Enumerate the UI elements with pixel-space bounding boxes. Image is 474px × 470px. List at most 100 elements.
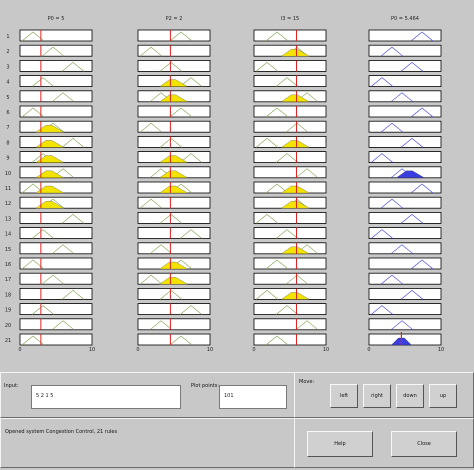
move-left-button[interactable]: left: [330, 384, 358, 408]
mf-line: [390, 320, 414, 331]
mf-line: [295, 168, 319, 179]
membership-box: [137, 135, 211, 148]
mf-line: [265, 107, 289, 118]
plot-points-label: Plot points:: [191, 383, 220, 389]
rule-viewer-plot: P0 = 51234567891011121314151617181920210…: [5, 16, 444, 353]
rule-number: 5: [6, 95, 9, 101]
membership-box: [137, 303, 211, 316]
mf-line: [390, 244, 414, 255]
mf-line: [61, 62, 85, 72]
plot-points-field[interactable]: 101: [219, 385, 287, 409]
column-header: I3 = 15: [281, 16, 299, 22]
mf-line: [380, 198, 404, 209]
fired-rule-fill: [35, 185, 65, 194]
membership-box: [19, 105, 93, 118]
mf-line: [179, 229, 203, 239]
membership-box: [368, 227, 442, 240]
membership-box: [19, 242, 93, 255]
input-label: Input:: [4, 383, 19, 389]
close-button[interactable]: Close: [391, 431, 457, 457]
rule-number: 20: [5, 323, 11, 329]
mf-line: [285, 274, 309, 285]
membership-box: [368, 303, 442, 316]
mf-line: [41, 274, 65, 285]
mf-line: [169, 31, 193, 42]
fired-rule-fill: [280, 94, 310, 102]
membership-box: [368, 318, 442, 331]
membership-box: [368, 44, 442, 57]
membership-box: [368, 242, 442, 255]
rule-number: 17: [5, 277, 11, 283]
membership-box: [19, 272, 93, 285]
membership-box: [368, 257, 442, 270]
mf-line: [61, 214, 85, 224]
mf-line: [179, 153, 203, 163]
move-right-button[interactable]: right: [363, 384, 391, 408]
rule-number: 1: [6, 34, 9, 40]
membership-box: [19, 303, 93, 316]
mf-line: [410, 31, 434, 42]
membership-box: [253, 333, 327, 346]
mf-line: [265, 183, 289, 194]
membership-box: [19, 60, 93, 72]
fired-rule-fill: [35, 201, 65, 209]
membership-box: [368, 105, 442, 118]
rule-number: 10: [5, 171, 11, 177]
mf-line: [255, 290, 279, 300]
mf-line: [179, 305, 203, 315]
rule-number: 13: [5, 216, 11, 222]
rule-number: 6: [6, 110, 9, 116]
mf-line: [51, 92, 75, 103]
membership-box: [368, 287, 442, 300]
move-up-button[interactable]: up: [429, 384, 457, 408]
mf-line: [275, 229, 299, 239]
mf-line: [275, 77, 299, 87]
mf-line: [255, 62, 279, 72]
membership-box: [253, 60, 327, 72]
membership-box: [368, 272, 442, 285]
fired-rule-fill: [35, 155, 65, 163]
membership-box: [137, 227, 211, 240]
membership-box: [253, 303, 327, 316]
axis-tick-max: 10: [438, 347, 444, 353]
membership-box: [19, 75, 93, 87]
mf-line: [410, 107, 434, 118]
mf-line: [400, 138, 424, 148]
mf-line: [370, 77, 394, 87]
move-down-button[interactable]: down: [396, 384, 424, 408]
status-panel: Opened system Congestion Control, 21 rul…: [0, 418, 296, 468]
rule-number: 15: [5, 247, 11, 253]
membership-box: [19, 211, 93, 224]
membership-box: [253, 120, 327, 133]
membership-box: [19, 287, 93, 300]
membership-box: [368, 120, 442, 133]
mf-line: [41, 46, 65, 57]
mf-line: [61, 138, 85, 148]
axis-tick-max: 10: [89, 347, 95, 353]
membership-box: [19, 318, 93, 331]
membership-box: [137, 333, 211, 346]
membership-box: [253, 211, 327, 224]
column-header: P0 = 5.464: [391, 16, 419, 22]
mf-line: [169, 107, 193, 118]
rule-number: 14: [5, 232, 11, 238]
mf-line: [159, 214, 183, 224]
mf-line: [400, 290, 424, 300]
mf-line: [169, 335, 193, 346]
membership-box: [19, 90, 93, 103]
membership-box: [137, 211, 211, 224]
fired-rule-fill: [280, 140, 310, 148]
fired-rule-fill: [280, 201, 310, 209]
rule-number: 21: [5, 338, 11, 344]
input-field[interactable]: 5 2 1 5: [31, 385, 181, 409]
rule-number: 11: [5, 186, 11, 192]
mf-line: [31, 305, 55, 315]
mf-line: [149, 244, 173, 255]
mf-line: [139, 46, 163, 57]
mf-line: [390, 92, 414, 103]
mf-line: [370, 229, 394, 239]
mf-line: [295, 320, 319, 331]
membership-box: [137, 60, 211, 72]
fired-rule-fill: [159, 261, 189, 270]
help-button[interactable]: Help: [307, 431, 373, 457]
